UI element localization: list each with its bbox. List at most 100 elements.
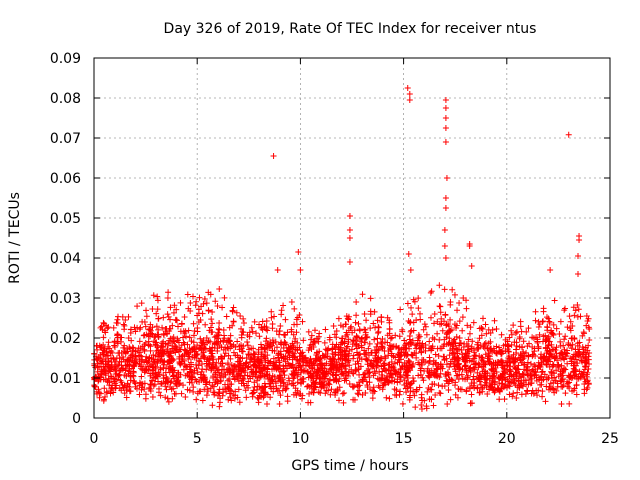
roti-point xyxy=(233,309,240,316)
roti-point xyxy=(371,308,378,315)
tick-labels: 0 5 10 15 20 25 0 0.01 0.02 0.03 0.04 0.05 0.06 0.07 0… xyxy=(50,51,619,447)
roti-point xyxy=(421,397,428,404)
roti-point xyxy=(125,334,132,341)
x-tick-label: 25 xyxy=(601,431,619,447)
roti-point xyxy=(411,392,418,399)
roti-point xyxy=(468,345,475,352)
roti-point xyxy=(308,374,315,381)
roti-point xyxy=(266,380,273,387)
roti-point xyxy=(354,390,361,397)
roti-point xyxy=(313,375,320,382)
roti-point xyxy=(513,328,520,335)
roti-point xyxy=(374,329,381,336)
roti-point xyxy=(127,354,134,361)
roti-point xyxy=(223,313,230,320)
roti-point xyxy=(514,383,521,390)
roti-point xyxy=(520,371,527,378)
roti-point xyxy=(200,337,207,344)
roti-point xyxy=(96,373,103,380)
roti-point xyxy=(105,339,112,346)
roti-point xyxy=(478,363,485,370)
roti-point xyxy=(549,361,556,368)
roti-point xyxy=(398,365,405,372)
roti-point xyxy=(447,396,454,403)
roti-point xyxy=(321,339,328,346)
roti-point xyxy=(305,399,312,406)
roti-point xyxy=(196,358,203,365)
roti-point xyxy=(261,344,268,351)
roti-point xyxy=(142,391,149,398)
roti-point xyxy=(246,351,253,358)
roti-point xyxy=(543,361,550,368)
roti-point xyxy=(548,351,555,358)
roti-point xyxy=(155,378,162,385)
roti-point xyxy=(114,313,121,320)
roti-point xyxy=(431,320,438,327)
roti-point xyxy=(504,342,511,349)
roti-point xyxy=(131,359,138,366)
roti-point xyxy=(106,379,113,386)
roti-point xyxy=(556,330,563,337)
roti-point xyxy=(160,350,167,357)
roti-point xyxy=(237,312,244,319)
roti-point xyxy=(362,356,369,363)
roti-point xyxy=(517,318,524,325)
roti-point xyxy=(511,339,518,346)
roti-point xyxy=(198,374,205,381)
roti-point xyxy=(397,388,404,395)
roti-point xyxy=(202,346,209,353)
roti-point xyxy=(392,354,399,361)
roti-point xyxy=(218,344,225,351)
roti-point xyxy=(264,327,271,334)
roti-point xyxy=(220,327,227,334)
roti-point xyxy=(211,389,218,396)
roti-point xyxy=(113,376,120,383)
roti-point xyxy=(185,327,192,334)
roti-point xyxy=(403,389,410,396)
roti-point xyxy=(215,366,222,373)
roti-point xyxy=(490,368,497,375)
roti-point xyxy=(327,356,334,363)
roti-point xyxy=(126,388,133,395)
roti-point xyxy=(124,381,131,388)
roti-point xyxy=(365,365,372,372)
roti-outlier-point xyxy=(441,227,448,233)
roti-point xyxy=(300,337,307,344)
roti-point xyxy=(100,397,107,404)
roti-point xyxy=(557,338,564,345)
roti-point xyxy=(406,381,413,388)
roti-point xyxy=(441,357,448,364)
roti-point xyxy=(341,352,348,359)
roti-point xyxy=(561,346,568,353)
roti-point xyxy=(441,286,448,293)
roti-point xyxy=(328,386,335,393)
roti-point xyxy=(317,360,324,367)
roti-point xyxy=(322,375,329,382)
roti-point xyxy=(540,318,547,325)
roti-point xyxy=(370,357,377,364)
roti-point xyxy=(329,345,336,352)
roti-point xyxy=(567,327,574,334)
roti-point xyxy=(328,359,335,366)
roti-point xyxy=(234,394,241,401)
roti-point xyxy=(423,331,430,338)
roti-outlier-point xyxy=(404,85,411,91)
roti-point xyxy=(564,383,571,390)
roti-point xyxy=(430,402,437,409)
roti-point xyxy=(508,331,515,338)
roti-point xyxy=(489,379,496,386)
roti-point xyxy=(379,335,386,342)
roti-point xyxy=(268,308,275,315)
roti-point xyxy=(539,368,546,375)
roti-point xyxy=(121,390,128,397)
roti-point xyxy=(572,368,579,375)
roti-point xyxy=(438,363,445,370)
roti-point xyxy=(568,358,575,365)
roti-point xyxy=(481,370,488,377)
roti-point xyxy=(378,355,385,362)
roti-outlier-point xyxy=(297,267,304,273)
roti-point xyxy=(108,373,115,380)
roti-point xyxy=(225,385,232,392)
roti-point xyxy=(244,339,251,346)
